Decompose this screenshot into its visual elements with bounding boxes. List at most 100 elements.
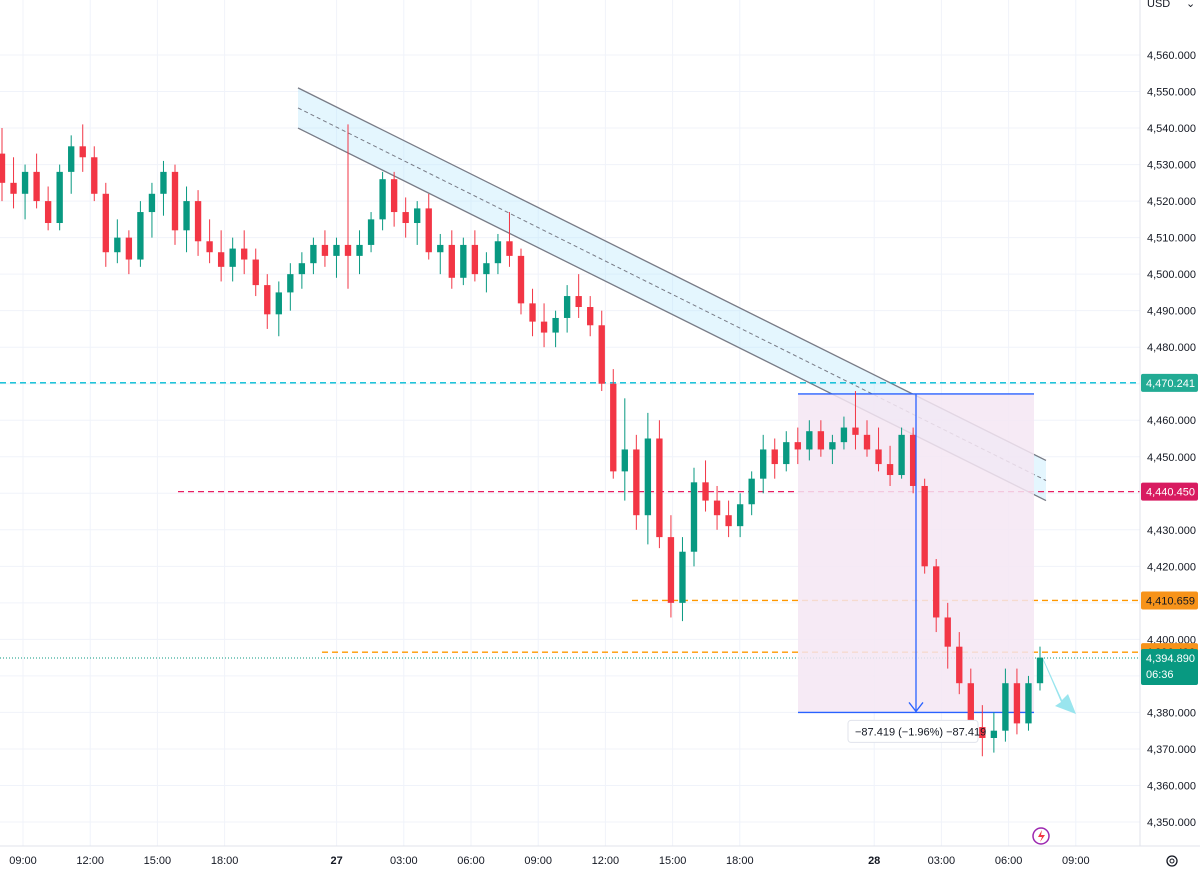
candle-body xyxy=(437,244,444,253)
y-tick-label: 4,560.000 xyxy=(1147,50,1196,62)
y-tick-label: 4,530.000 xyxy=(1147,160,1196,172)
candle-body xyxy=(1013,683,1021,724)
price-axis-tag xyxy=(1141,482,1198,501)
price-axis-tag xyxy=(1141,373,1198,392)
candle-body xyxy=(0,153,6,183)
candle-body xyxy=(10,182,17,194)
candle-body xyxy=(610,383,617,472)
candle-body xyxy=(736,504,744,527)
candle-body xyxy=(633,449,640,516)
candle-body xyxy=(921,485,928,567)
y-tick-label: 4,480.000 xyxy=(1147,342,1196,354)
candle-body xyxy=(79,146,86,158)
x-tick-label: 18:00 xyxy=(211,855,239,867)
y-tick-label: 4,420.000 xyxy=(1147,561,1196,573)
x-tick-label: 06:00 xyxy=(995,855,1023,867)
y-tick-label: 4,460.000 xyxy=(1147,415,1196,427)
x-tick-label: 03:00 xyxy=(928,855,956,867)
y-tick-label: 4,510.000 xyxy=(1147,233,1196,245)
y-tick-label: 4,550.000 xyxy=(1147,87,1196,99)
x-tick-label: 09:00 xyxy=(524,855,552,867)
candle-body xyxy=(379,179,386,220)
candles xyxy=(0,124,1044,757)
candle-body xyxy=(806,431,813,450)
candle-body xyxy=(367,219,375,245)
candle-body xyxy=(1002,683,1009,731)
candle-body xyxy=(702,482,709,501)
y-tick-label: 4,520.000 xyxy=(1147,196,1196,208)
x-tick-label: 12:00 xyxy=(76,855,104,867)
candle-body xyxy=(1036,657,1044,684)
candle-body xyxy=(356,244,363,256)
y-tick-label: 4,500.000 xyxy=(1147,269,1196,281)
candle-body xyxy=(44,201,52,224)
measure-label-box xyxy=(847,719,979,743)
candle-body xyxy=(1025,683,1032,724)
candle-body xyxy=(390,179,398,213)
candle-body xyxy=(552,317,559,333)
currency-dropdown-chevron-icon[interactable]: ⌄ xyxy=(1186,0,1195,10)
candle-body xyxy=(794,442,801,450)
x-tick-label: 18:00 xyxy=(726,855,754,867)
candle-body xyxy=(217,252,225,267)
candle-body xyxy=(644,438,652,516)
candle-body xyxy=(298,263,306,275)
candle-body xyxy=(979,727,986,738)
candle-body xyxy=(91,157,98,194)
candle-body xyxy=(148,193,156,213)
candle-body xyxy=(944,617,951,647)
candle-body xyxy=(68,146,75,172)
x-tick-label: 06:00 xyxy=(457,855,485,867)
candle-body xyxy=(829,442,836,450)
candle-body xyxy=(840,427,848,443)
candle-body xyxy=(575,296,582,308)
y-tick-label: 4,380.000 xyxy=(1147,707,1196,719)
x-tick-label: 15:00 xyxy=(144,855,172,867)
candle-body xyxy=(471,244,479,275)
y-tick-label: 4,350.000 xyxy=(1147,817,1196,829)
candle-body xyxy=(748,478,755,505)
candle-body xyxy=(898,434,905,476)
candle-body xyxy=(967,683,974,728)
candle-body xyxy=(344,244,352,256)
candle-body xyxy=(817,431,825,450)
y-tick-label: 4,370.000 xyxy=(1147,744,1196,756)
x-tick-label: 09:00 xyxy=(9,855,37,867)
candle-body xyxy=(448,244,455,278)
candle-body xyxy=(690,482,698,552)
lightning-alert-icon[interactable] xyxy=(1032,827,1050,845)
price-axis-tag xyxy=(1141,591,1198,610)
current-price-label: 4,394.890 xyxy=(1146,653,1195,665)
candle-body xyxy=(241,248,248,260)
candle-countdown-label: 06:36 xyxy=(1146,669,1174,681)
x-tick-label: 12:00 xyxy=(592,855,620,867)
candle-body xyxy=(321,244,329,256)
candle-body xyxy=(760,449,767,479)
candle-body xyxy=(667,537,675,603)
candle-body xyxy=(102,193,109,253)
candle-body xyxy=(114,237,121,253)
settings-gear-icon[interactable] xyxy=(1166,855,1178,867)
candle-body xyxy=(587,307,594,326)
currency-label: USD xyxy=(1147,0,1170,10)
candle-body xyxy=(402,212,409,224)
candle-body xyxy=(517,255,525,304)
candle-body xyxy=(460,244,467,278)
candle-body xyxy=(33,171,40,202)
candle-body xyxy=(956,646,963,684)
candle-body xyxy=(56,171,63,224)
time-axis: 09:00 12:00 15:00 18:00 27 03:00 06:00 09:00 12:… xyxy=(9,855,1089,867)
measure-tool-arrow[interactable]: −87.419 (−1.96%) −87.419 xyxy=(847,393,986,743)
candle-body xyxy=(194,201,202,242)
y-tick-label: 4,450.000 xyxy=(1147,452,1196,464)
candle-body xyxy=(333,244,340,256)
candle-body xyxy=(275,292,282,315)
x-tick-label: 15:00 xyxy=(659,855,687,867)
price-axis-panel[interactable] xyxy=(1140,0,1200,872)
x-tick-label: 27 xyxy=(330,855,342,867)
price-axis-tag-label: 4,410.659 xyxy=(1146,595,1195,607)
x-tick-label: 09:00 xyxy=(1062,855,1090,867)
candle-body xyxy=(713,500,721,516)
candle-body xyxy=(563,296,571,318)
